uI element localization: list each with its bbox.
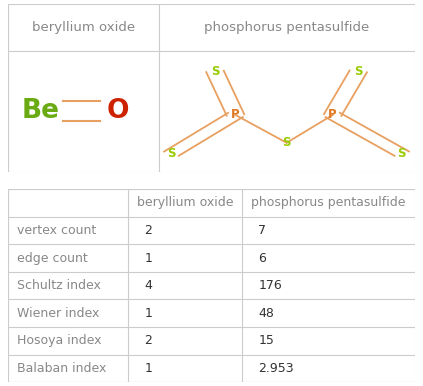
Text: beryllium oxide: beryllium oxide (137, 196, 233, 210)
Text: S: S (354, 65, 363, 78)
Text: beryllium oxide: beryllium oxide (32, 21, 135, 34)
Text: Balaban index: Balaban index (16, 362, 106, 375)
Text: Be: Be (22, 98, 60, 124)
Text: vertex count: vertex count (16, 224, 96, 237)
Text: P: P (231, 108, 240, 122)
Text: 1: 1 (145, 252, 152, 264)
Text: 2.953: 2.953 (258, 362, 294, 375)
Text: 1: 1 (145, 362, 152, 375)
Text: 15: 15 (258, 334, 274, 347)
Text: Hosoya index: Hosoya index (16, 334, 101, 347)
Text: 2: 2 (145, 224, 152, 237)
Text: phosphorus pentasulfide: phosphorus pentasulfide (251, 196, 406, 210)
Text: Schultz index: Schultz index (16, 279, 100, 292)
Text: Wiener index: Wiener index (16, 307, 99, 320)
Text: S: S (398, 147, 406, 160)
Text: S: S (283, 136, 291, 149)
Text: S: S (211, 65, 219, 78)
Text: edge count: edge count (16, 252, 87, 264)
Text: 6: 6 (258, 252, 266, 264)
Text: 2: 2 (145, 334, 152, 347)
Text: O: O (107, 98, 129, 124)
Text: 48: 48 (258, 307, 274, 320)
Text: 7: 7 (258, 224, 266, 237)
Text: S: S (167, 147, 176, 160)
Text: 4: 4 (145, 279, 152, 292)
Text: phosphorus pentasulfide: phosphorus pentasulfide (204, 21, 369, 34)
Text: 176: 176 (258, 279, 282, 292)
Text: P: P (328, 108, 337, 122)
Text: 1: 1 (145, 307, 152, 320)
